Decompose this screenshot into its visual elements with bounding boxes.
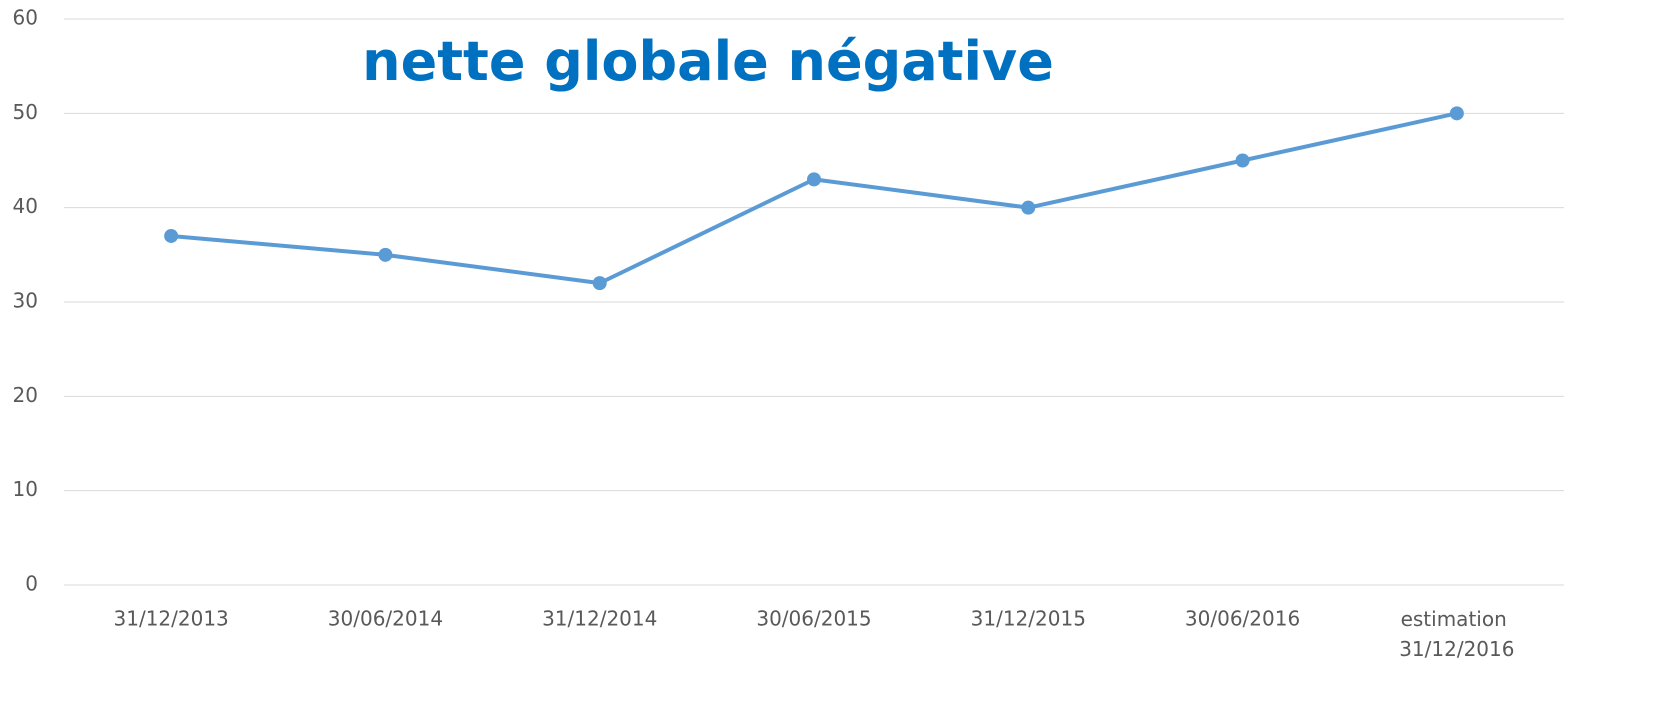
x-tick-label: 31/12/2015	[971, 607, 1086, 631]
y-tick-label: 10	[13, 477, 38, 501]
marker	[1021, 200, 1036, 215]
y-tick-label: 30	[13, 289, 38, 313]
marker	[164, 228, 179, 243]
marker	[807, 172, 821, 187]
x-tick-label: 31/12/2014	[542, 607, 657, 631]
marker	[592, 276, 607, 291]
grid	[64, 18, 1564, 586]
x-tick-label: 30/06/2014	[328, 607, 443, 631]
x-tick-label: estimation 31/12/2016	[1399, 607, 1514, 661]
x-tick-label: 31/12/2013	[114, 607, 229, 631]
x-tick-label: 30/06/2016	[1185, 607, 1300, 631]
line	[170, 111, 1458, 286]
marker	[1235, 153, 1250, 168]
y-tick-label: 20	[13, 383, 38, 407]
y-tick-label: 0	[25, 572, 38, 596]
y-tick-label: 60	[13, 6, 38, 30]
chart-title: nette globale négative	[362, 30, 1054, 93]
y-tick-label: 50	[13, 100, 38, 124]
marker	[378, 247, 393, 262]
x-tick-label: 30/06/2015	[756, 607, 871, 631]
marker	[1449, 106, 1464, 121]
y-tick-label: 40	[13, 194, 38, 218]
